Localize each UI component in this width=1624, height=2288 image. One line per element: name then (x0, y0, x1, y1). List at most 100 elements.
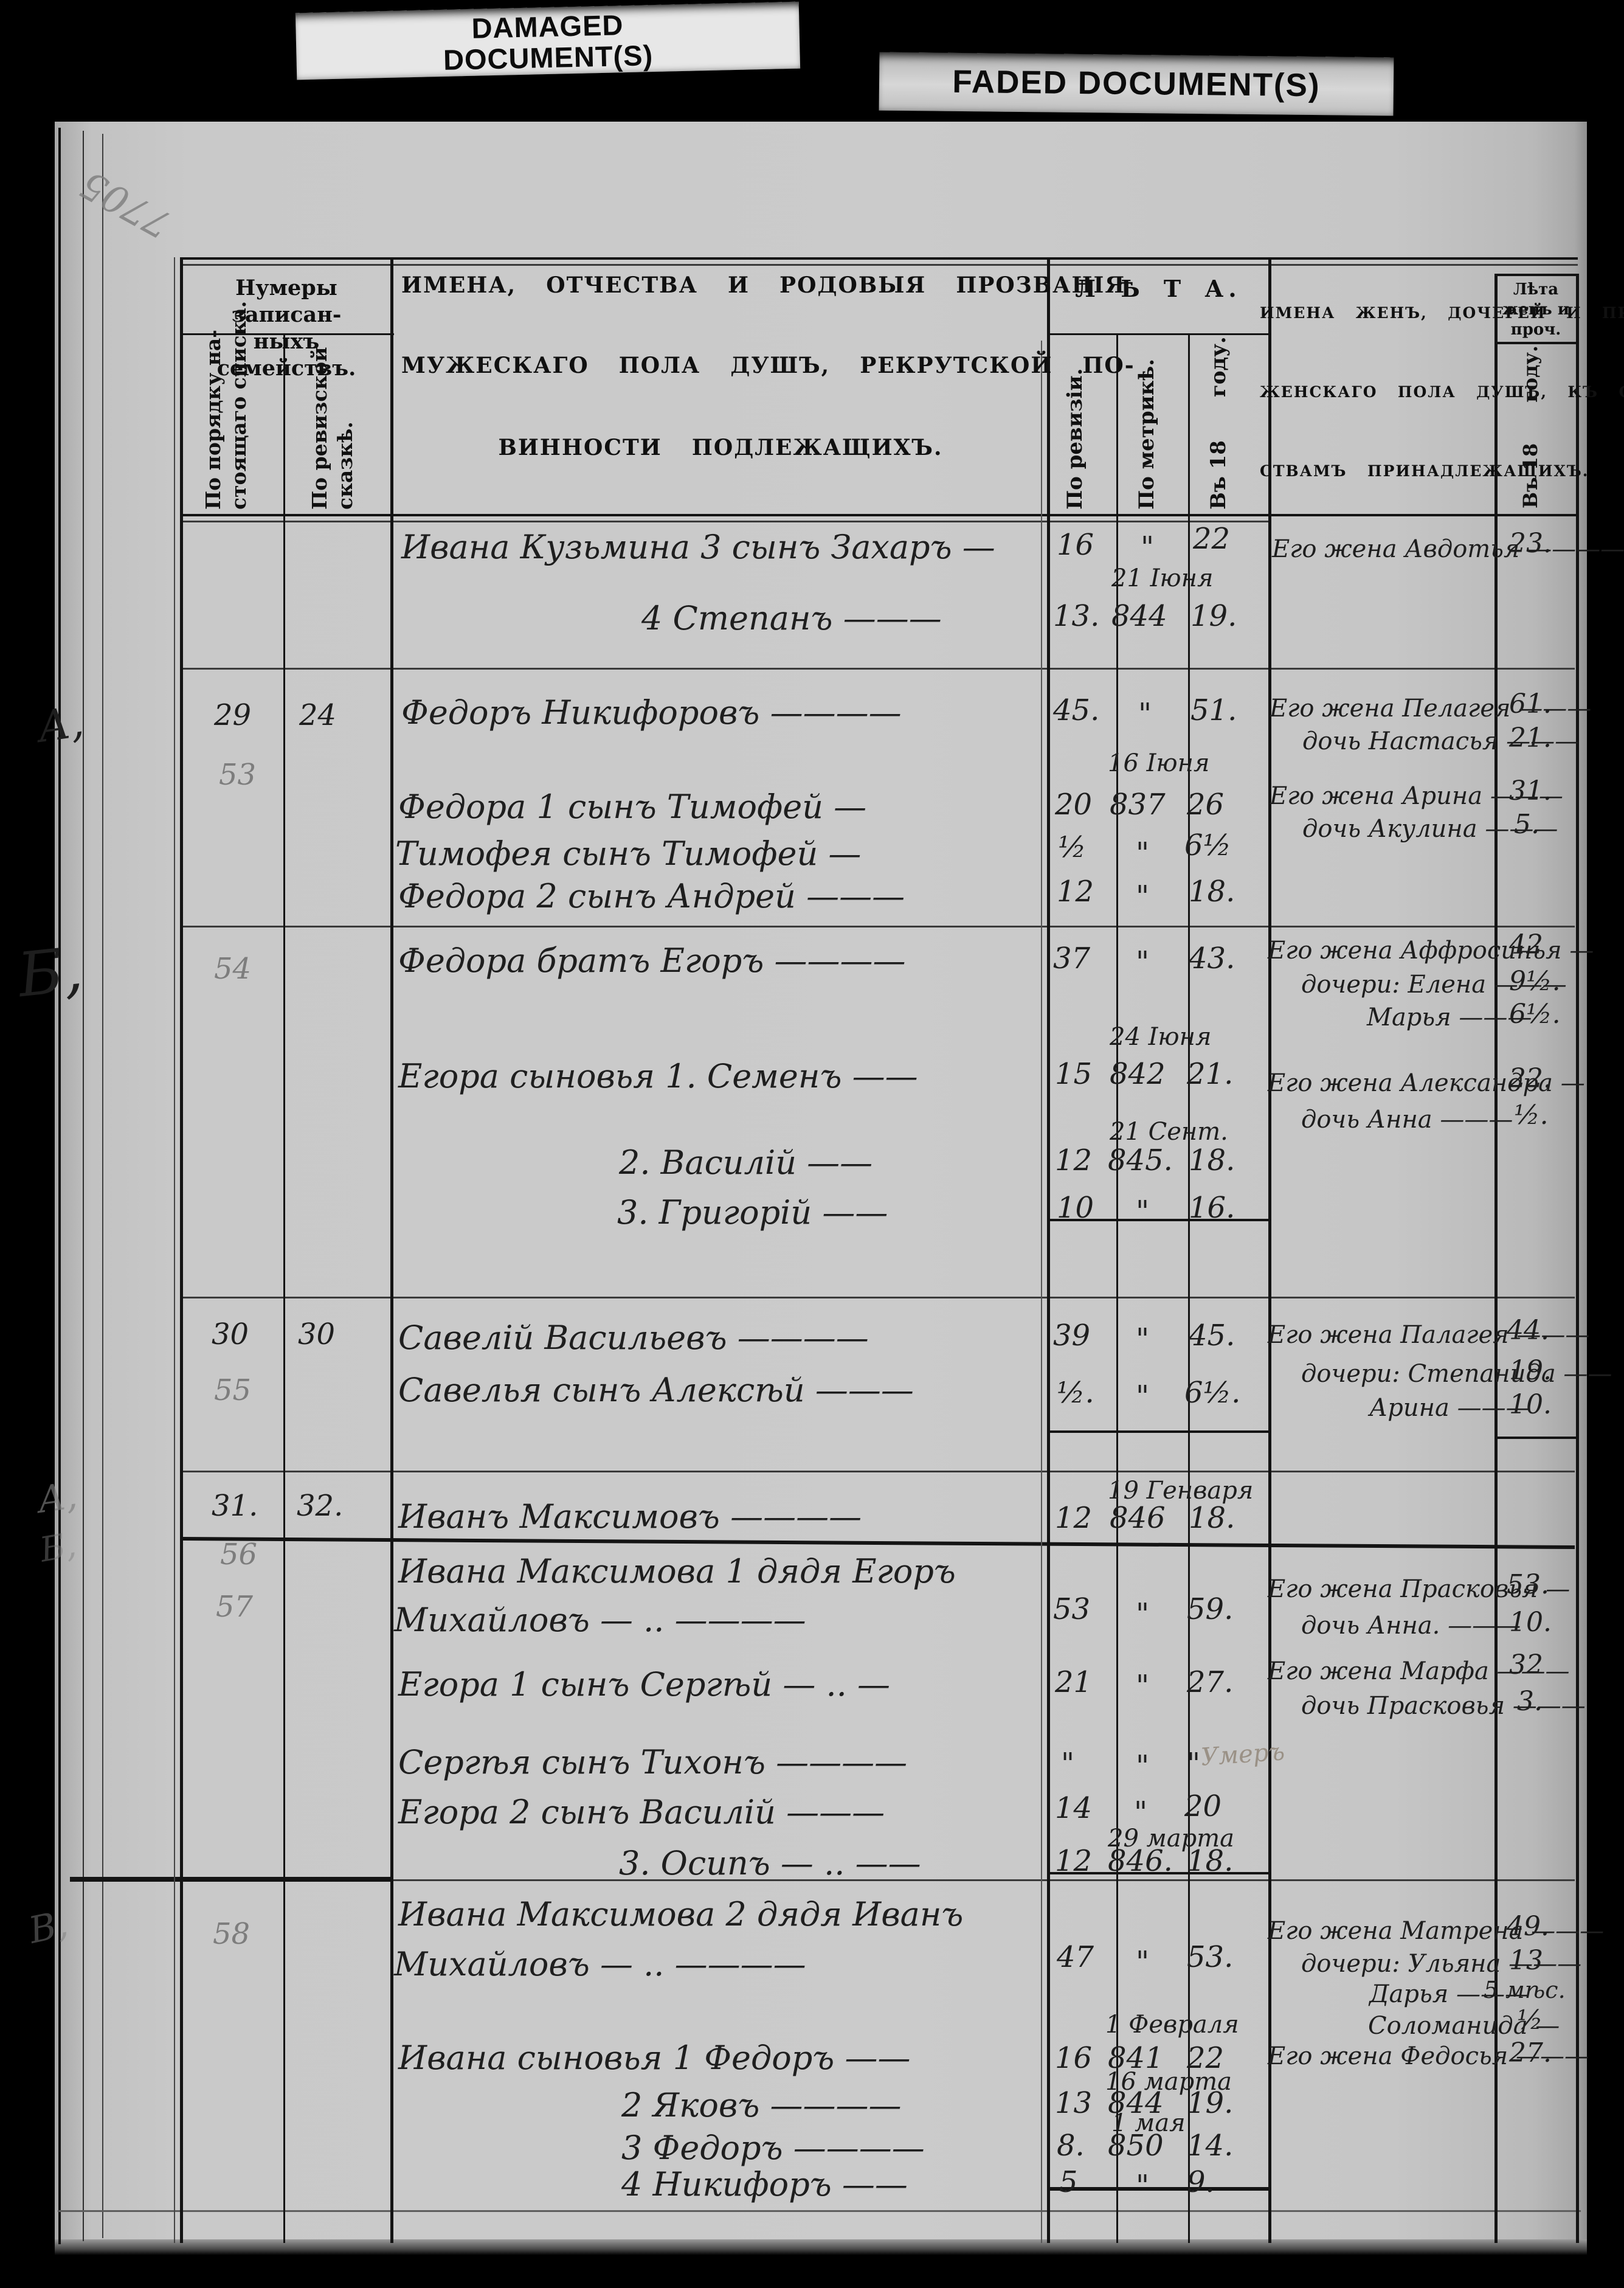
header-col-revision-tale: По ревизской сказкѣ. (308, 347, 357, 510)
header-leta: Л Ѣ Т А. (1075, 275, 1242, 302)
note-deceased: Умеръ (1200, 1738, 1286, 1772)
metric-year: 837 (1110, 788, 1166, 822)
age-value: 6½. (1184, 1376, 1241, 1410)
page-stack-edge (102, 134, 103, 2238)
metric-year: 845. (1108, 1143, 1173, 1177)
rev-age: 12 (1057, 875, 1094, 909)
family-revision-number: 24 (299, 698, 337, 732)
table-line-h (180, 521, 1270, 522)
table-line-v (390, 257, 393, 2243)
rev-age: 21 (1055, 1665, 1093, 1699)
metric-ditto: " (1136, 1945, 1150, 1979)
family-revision-number: 32. (297, 1489, 344, 1523)
metric-year: 842 (1110, 1057, 1166, 1091)
header-col-list-order: По порядку на- стоящаго списка. (201, 300, 251, 510)
female-name: Его жена Палагея ——— (1268, 1321, 1590, 1349)
female-name: дочери: Степанида —— (1301, 1360, 1612, 1388)
age-value: 20 (1184, 1789, 1222, 1823)
male-name: 3. Григорій —— (617, 1193, 888, 1232)
female-age: ½. (1514, 1100, 1549, 1131)
header-family-numbers: Нумеры записан- ныхъ семействъ. (216, 276, 356, 381)
table-line-h (180, 264, 1578, 266)
rev-age: ½. (1057, 1376, 1094, 1410)
metric-date: 21 Сент. (1110, 1118, 1228, 1146)
male-name: Егора 1 сынъ Сергѣй — .. — (398, 1665, 890, 1704)
female-name: дочь Настасья ——— (1302, 727, 1580, 755)
margin-letter: А, (34, 696, 87, 752)
header-male-caption-1: ИМЕНА, ОТЧЕСТВА И РОДОВЫЯ ПРОЗВАНІЯ (401, 272, 1126, 298)
table-line-v (1188, 333, 1190, 2243)
header-v18-godu: Въ 18 году. (1206, 336, 1231, 510)
metric-year: 844 (1111, 599, 1167, 633)
male-name: Ивана Кузьмина 3 сынъ Захаръ — (401, 528, 995, 566)
male-name: Ивана сыновья 1 Федоръ —— (398, 2039, 911, 2077)
rev-age: ½ (1058, 830, 1087, 864)
male-name: Сергѣя сынъ Тихонъ ———— (398, 1743, 908, 1781)
rev-age: 8. (1057, 2129, 1085, 2163)
header-male-caption-2: МУЖЕСКАГО ПОЛА ДУШЪ, РЕКРУТСКОЙ ПО- (401, 353, 1135, 378)
female-name: Его жена Матрена ——— (1268, 1917, 1605, 1945)
metric-date: 16 Іюня (1108, 749, 1210, 777)
metric-ditto: " (1136, 1194, 1150, 1229)
male-name: Ивана Максимова 2 дядя Иванъ (398, 1895, 964, 1933)
female-age: 42 (1509, 929, 1543, 960)
female-name: дочери: Елена ——— (1301, 971, 1567, 999)
metric-date: 19 Генваря (1108, 1477, 1254, 1505)
age-value: 59. (1187, 1592, 1234, 1626)
header-female-caption-1: ИМЕНА ЖЕНЪ, ДОЧЕРЕЙ И ПРОЧИХЪ (1260, 304, 1624, 322)
metric-ditto: " (1136, 945, 1150, 979)
age-value: 9. (1187, 2165, 1215, 2199)
family-list-number: 29 (214, 698, 252, 732)
female-age: 9½. (1509, 966, 1561, 997)
header-female-caption-3: СТВАМЪ ПРИНАДЛЕЖАЩИХЪ. (1260, 462, 1589, 480)
pencil-number: 54 (214, 952, 252, 986)
age-value: 26 (1187, 788, 1225, 822)
male-name: Тимофея сынъ Тимофей — (395, 834, 862, 873)
metric-date: 24 Іюня (1110, 1023, 1212, 1051)
metric-ditto: " (1134, 1795, 1148, 1829)
table-line-v (180, 257, 183, 2243)
age-value: 19. (1190, 599, 1237, 633)
female-name: Его жена Арина ——— (1270, 782, 1563, 810)
male-name: Иванъ Максимовъ ———— (398, 1497, 862, 1536)
table-line-v (1576, 274, 1579, 2243)
female-age: 10. (1509, 1389, 1552, 1420)
header-v18-godu-women: Въ 18 году. (1519, 345, 1542, 508)
female-age: 32 (1509, 1649, 1543, 1680)
metric-date: 16 марта (1105, 2068, 1232, 2096)
rev-age: 16 (1055, 2041, 1093, 2075)
female-name: Его жена Марфа ——— (1268, 1657, 1570, 1685)
age-value: 18. (1189, 1143, 1235, 1177)
table-line-h (180, 333, 394, 335)
age-value: 6½ (1184, 828, 1232, 862)
page-stack-edge (83, 131, 84, 2241)
female-age: 10. (1509, 1607, 1552, 1638)
female-age: 23. (1509, 528, 1552, 559)
table-line-h (1494, 1437, 1576, 1439)
age-value: 27. (1187, 1665, 1234, 1699)
paper-bottom-edge (55, 2239, 1587, 2255)
female-age: 3. (1517, 1686, 1543, 1717)
metric-ditto: " (1141, 530, 1155, 564)
table-line-h (180, 257, 1578, 260)
male-name: Михайловъ — .. ———— (394, 1601, 806, 1639)
rev-age: 47 (1057, 1940, 1094, 1974)
header-leta-zhen: Лѣта женъ и проч. (1502, 280, 1570, 339)
female-name: Его жена Федосья ——— (1268, 2042, 1589, 2070)
table-line-v (1041, 341, 1042, 2243)
female-name: дочери: Ульяна ——— (1301, 1950, 1582, 1978)
rev-age: 15 (1055, 1057, 1093, 1091)
family-divider-thick (70, 1877, 392, 1882)
metric-ditto: " (1136, 1379, 1150, 1413)
table-line-v (283, 333, 285, 2243)
metric-ditto: " (1138, 697, 1152, 731)
female-name: Соломанида — (1368, 2012, 1560, 2040)
female-age: 27. (1509, 2037, 1552, 2068)
male-name: Федора 1 сынъ Тимофей — (398, 788, 867, 826)
rev-age: 12 (1055, 1143, 1093, 1177)
table-line-v (1268, 257, 1271, 2243)
age-value: 18. (1187, 1844, 1234, 1878)
age-value: 14. (1187, 2129, 1234, 2163)
female-age: 5 мѣс. (1484, 1977, 1566, 2003)
